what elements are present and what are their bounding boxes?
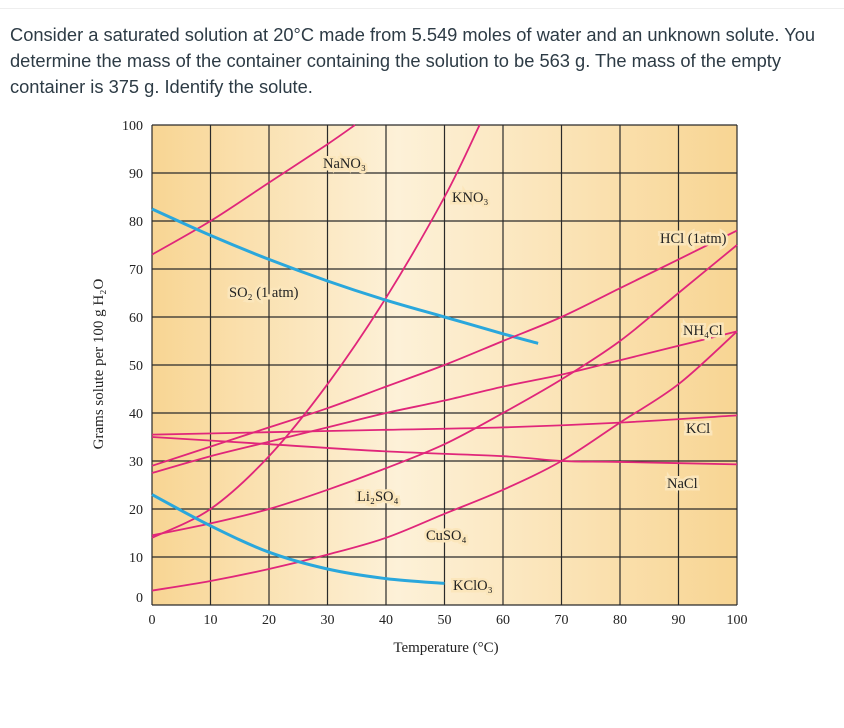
curve-nano <box>151 124 356 256</box>
x-tick-label: 60 <box>496 613 510 628</box>
curve-so-1-atm <box>151 493 445 585</box>
y-axis-title: Grams solute per 100 g H₂O <box>91 279 107 450</box>
label-li-so: Li₂SO₄ <box>357 489 399 505</box>
label-kno: KNO₃ <box>452 190 488 206</box>
x-axis-title: Temperature (°C) <box>393 640 498 656</box>
y-tick-label: 100 <box>122 119 143 134</box>
x-tick-label: 20 <box>262 613 276 628</box>
label-hcl-1atm: HCl (1atm) <box>660 231 727 247</box>
x-tick-label: 80 <box>613 613 627 628</box>
y-tick-labels: 0 10 20 30 40 50 60 70 80 90 100 <box>122 119 143 606</box>
label-nacl: NaCl <box>667 476 698 492</box>
curve-kclo <box>151 330 738 592</box>
x-tick-label: 50 <box>438 613 452 628</box>
y-tick-label: 90 <box>129 167 143 182</box>
x-tick-label: 40 <box>379 613 393 628</box>
y-tick-label: 50 <box>129 359 143 374</box>
x-tick-label: 0 <box>149 613 156 628</box>
x-tick-label: 100 <box>727 613 748 628</box>
y-tick-label: 70 <box>129 263 143 278</box>
label-kclo: KClO₃ <box>453 578 493 594</box>
curve-kno <box>151 124 481 539</box>
y-tick-label: 80 <box>129 215 143 230</box>
curve-labels: NaNO₃ KNO₃ HCl (1atm) NH₄Cl KCl NaCl Li₂SO₄ CuS… <box>227 154 730 597</box>
y-tick-label: 20 <box>129 503 143 518</box>
y-tick-label: 60 <box>129 311 143 326</box>
curve-hcl-1atm <box>151 207 539 345</box>
curve-kcl <box>151 330 738 474</box>
label-kcl: KCl <box>686 421 710 437</box>
label-cuso: CuSO₄ <box>426 528 467 544</box>
label-so-1-atm: SO₂ (1 atm) <box>229 285 299 301</box>
curve-nacl <box>151 414 738 436</box>
x-tick-label: 10 <box>204 613 218 628</box>
label-nh-cl: NH₄Cl <box>683 323 723 339</box>
curves <box>151 124 738 592</box>
curve-li-so <box>151 436 738 466</box>
x-tick-labels: 0 10 20 30 40 50 60 70 80 90 100 <box>149 613 748 628</box>
curve-cuso <box>151 244 738 537</box>
x-tick-label: 30 <box>321 613 335 628</box>
y-tick-label: 0 <box>136 591 143 606</box>
y-tick-label: 10 <box>129 551 143 566</box>
x-tick-label: 90 <box>672 613 686 628</box>
divider <box>0 8 844 9</box>
y-tick-label: 40 <box>129 407 143 422</box>
x-tick-label: 70 <box>555 613 569 628</box>
question-text: Consider a saturated solution at 20°C ma… <box>10 24 816 97</box>
y-tick-label: 30 <box>129 455 143 470</box>
label-nano: NaNO₃ <box>323 156 366 172</box>
